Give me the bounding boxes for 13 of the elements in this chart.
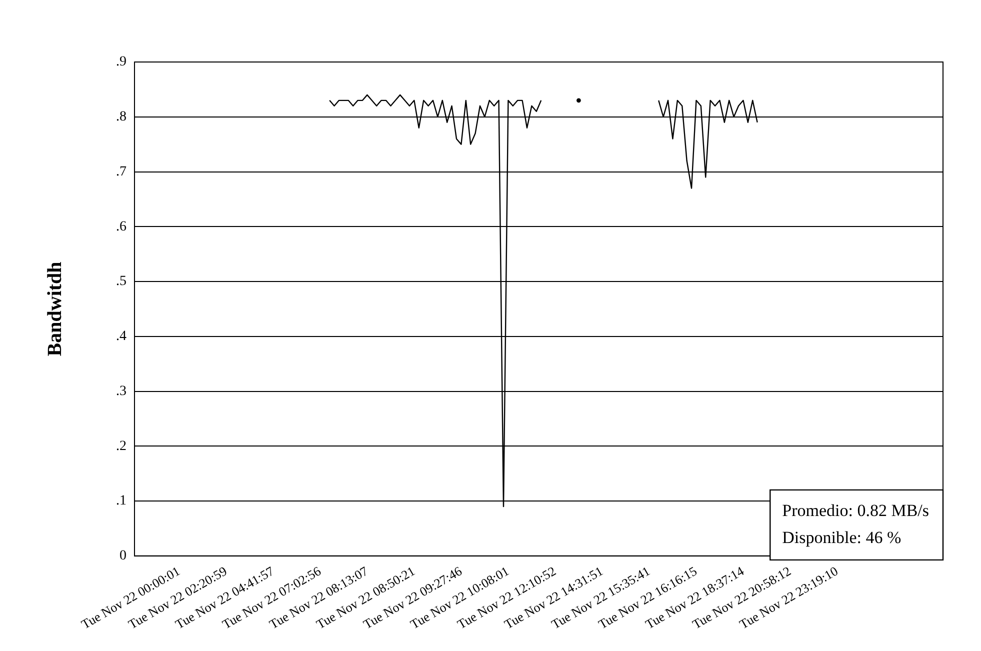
y-tick-label: 0	[120, 548, 126, 564]
y-tick-label: .1	[116, 494, 126, 509]
y-tick-label: .6	[116, 219, 126, 234]
y-axis-title: Bandwitdh	[44, 262, 66, 356]
y-tick-label: .9	[116, 54, 126, 70]
y-tick-label: .8	[116, 110, 126, 125]
y-tick-label: .7	[116, 164, 126, 180]
y-tick-label: .2	[116, 438, 126, 454]
annotation: Disponible: 46 %	[782, 528, 902, 547]
annotation: Promedio: 0.82 MB/s	[782, 500, 929, 520]
y-tick-label: .3	[116, 384, 126, 399]
y-tick-label: .5	[116, 274, 126, 290]
y-tick-label: .4	[116, 329, 126, 344]
